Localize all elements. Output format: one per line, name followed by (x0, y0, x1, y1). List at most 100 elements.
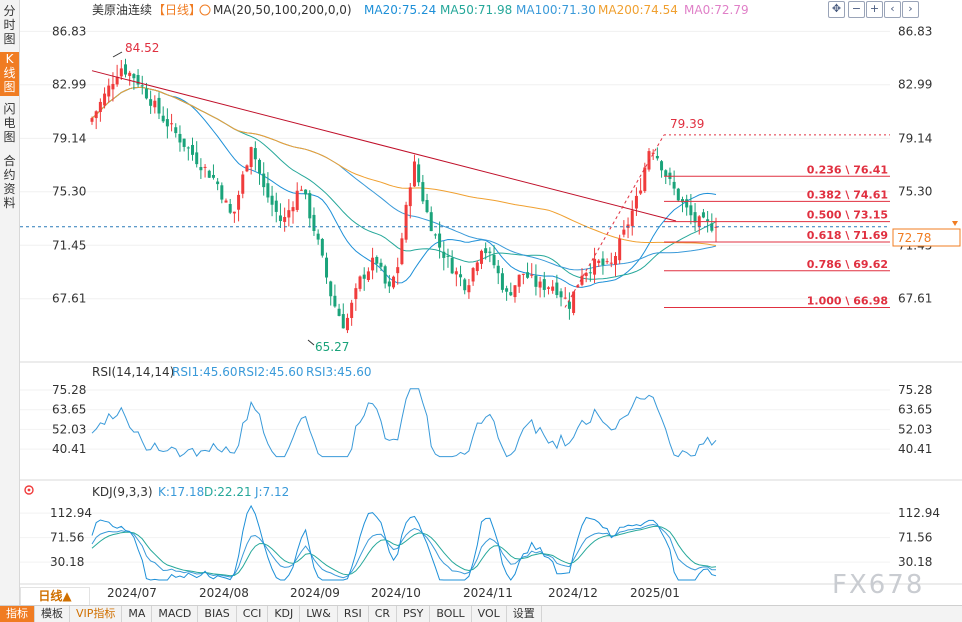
indicator-rsi[interactable]: RSI (338, 606, 369, 622)
ma-line-ma20 (91, 86, 717, 288)
candle-body (442, 251, 446, 258)
candle-body (149, 99, 153, 106)
indicator-cci[interactable]: CCI (237, 606, 269, 622)
candle-body (191, 144, 195, 155)
downtrend-line (91, 70, 677, 222)
candle-body (459, 274, 463, 278)
candle-body (660, 161, 664, 171)
indicator-kdj[interactable]: KDJ (268, 606, 301, 622)
candle-body (383, 266, 387, 284)
candle-body (551, 286, 555, 291)
candle-body (308, 193, 312, 219)
candle-body (329, 281, 333, 297)
candle-body (450, 257, 454, 274)
y-tick-label-right: 86.83 (898, 24, 932, 38)
kdj-lines (91, 504, 717, 581)
indicator-vol[interactable]: VOL (472, 606, 507, 622)
tab-timeshare[interactable]: 分时图 (3, 4, 16, 46)
indicator-boll[interactable]: BOLL (430, 606, 472, 622)
candle-body (366, 271, 370, 280)
candle-body (316, 233, 320, 240)
candle-body (253, 148, 257, 160)
candle-body (278, 215, 282, 222)
candle-body (601, 258, 605, 266)
price-alert-icon[interactable] (952, 221, 958, 226)
crosshair-icon[interactable]: ✥ (828, 1, 845, 18)
low-label-pointer (307, 339, 315, 346)
chart-canvas[interactable]: 0.236 \ 76.41 0.382 \ 74.61 0.500 \ 73.15 0… (0, 0, 962, 605)
candle-body (429, 212, 433, 232)
candle-body (132, 74, 136, 79)
candle-body (371, 257, 375, 271)
candle-body (220, 185, 224, 200)
swing-dashed-line (564, 134, 665, 308)
kdj-k-value: K:17.18 (158, 485, 204, 499)
candle-body (350, 302, 354, 318)
y-tick-label-right: 82.99 (898, 78, 932, 92)
candle-body (358, 276, 362, 289)
rsi-title: RSI(14,14,14) (92, 365, 174, 379)
candle-body (593, 258, 597, 275)
candle-body (425, 200, 429, 213)
indicator-lw[interactable]: LW& (300, 606, 338, 622)
candle-body (174, 127, 178, 134)
candle-body (199, 167, 203, 171)
candle-body (404, 204, 408, 240)
indicator-psy[interactable]: PSY (397, 606, 431, 622)
period-selector-button[interactable]: 日线▲ (20, 587, 90, 606)
candle-body (492, 254, 496, 266)
axis-labels: 86.83 86.83 82.99 82.99 79.14 79.14 75.30 75.30… (50, 24, 940, 600)
ma0-value: MA0:72.79 (684, 3, 749, 17)
candle-body (400, 238, 404, 265)
indicator-bias[interactable]: BIAS (198, 606, 237, 622)
candle-body (538, 281, 542, 288)
indicator-tab[interactable]: 指标 (0, 606, 35, 622)
high-label: 84.52 (125, 41, 159, 55)
plus-icon[interactable]: + (866, 1, 883, 18)
candle-body (207, 170, 211, 178)
kdj-y-tick-right: 71.56 (898, 531, 932, 545)
rsi-lines (91, 388, 717, 458)
indicator-macd[interactable]: MACD (152, 606, 199, 622)
candle-body (534, 275, 538, 287)
ma-line-ma50 (91, 86, 717, 280)
minus-icon[interactable]: − (848, 1, 865, 18)
candle-body (639, 190, 643, 194)
candle-body (115, 76, 119, 85)
prev-icon[interactable]: ‹ (884, 1, 901, 18)
candle-body (438, 233, 442, 248)
candle-body (693, 212, 697, 223)
candle-body (228, 204, 232, 213)
settings-icon[interactable] (199, 4, 211, 16)
rsi-y-tick-left: 63.65 (52, 403, 86, 417)
indicator-cr[interactable]: CR (369, 606, 398, 622)
candle-body (341, 314, 345, 329)
candle-body (546, 287, 550, 289)
template-tab[interactable]: 模板 (35, 606, 70, 622)
y-tick-label-right: 75.30 (898, 185, 932, 199)
candle-body (505, 288, 509, 292)
tab-flash-chart[interactable]: 闪电图 (3, 102, 16, 144)
candle-body (618, 238, 622, 261)
kdj-y-tick-left: 71.56 (50, 531, 84, 545)
candle-body (584, 272, 588, 276)
candle-body (706, 219, 710, 221)
candle-body (312, 214, 316, 232)
tab-contract-info[interactable]: 合约资料 (3, 154, 16, 210)
candle-body (320, 238, 324, 256)
candle-body (509, 292, 513, 296)
next-icon[interactable]: › (902, 1, 919, 18)
candle-body (396, 267, 400, 274)
candle-body (186, 147, 190, 149)
candle-body (580, 275, 584, 285)
candle-body (605, 261, 609, 263)
candle-body (119, 68, 123, 77)
vip-indicator-tab[interactable]: VIP指标 (70, 606, 123, 622)
x-tick-label: 2024/11 (463, 586, 513, 600)
settings-tab[interactable]: 设置 (507, 606, 542, 622)
candle-body (387, 281, 391, 287)
indicator-ma[interactable]: MA (122, 606, 153, 622)
candle-body (90, 118, 94, 122)
kdj-settings-icon[interactable] (24, 485, 34, 495)
